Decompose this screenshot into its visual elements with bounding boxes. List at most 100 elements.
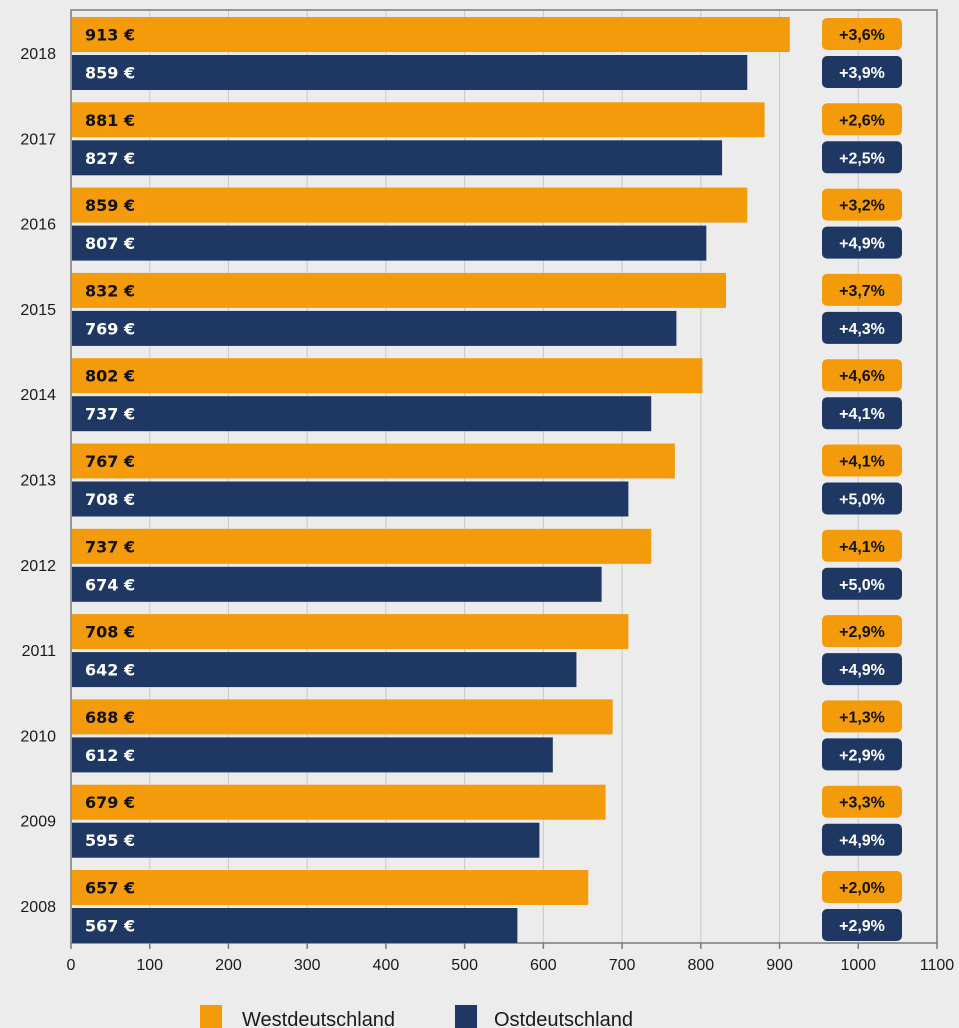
bar-value-label: 688 € bbox=[85, 708, 135, 727]
bar-value-label: 612 € bbox=[85, 746, 135, 765]
change-badge-east bbox=[822, 311, 902, 344]
change-label: +2,9% bbox=[839, 747, 885, 764]
change-badge-west bbox=[822, 871, 902, 903]
bar-east bbox=[72, 396, 652, 432]
change-label: +2,9% bbox=[839, 624, 885, 641]
x-tick-label: 200 bbox=[215, 957, 242, 974]
x-tick-label: 700 bbox=[609, 957, 636, 974]
x-tick-label: 100 bbox=[136, 957, 163, 974]
change-label: +4,1% bbox=[839, 539, 885, 556]
legend-label: Westdeutschland bbox=[242, 1009, 395, 1028]
change-label: +5,0% bbox=[839, 577, 885, 594]
bar-value-label: 859 € bbox=[85, 196, 135, 215]
change-label: +2,6% bbox=[839, 112, 885, 129]
x-tick-label: 0 bbox=[67, 957, 76, 974]
bar-west bbox=[72, 699, 613, 735]
bar-west bbox=[72, 784, 606, 820]
y-category-label: 2017 bbox=[20, 131, 56, 148]
change-badge-west bbox=[822, 785, 902, 818]
change-label: +3,3% bbox=[839, 795, 885, 812]
bar-east bbox=[72, 140, 723, 176]
change-badge-east bbox=[822, 482, 902, 515]
x-tick-label: 900 bbox=[766, 957, 793, 974]
bar-east bbox=[72, 55, 748, 90]
change-label: +4,1% bbox=[839, 406, 885, 423]
bar-east bbox=[72, 652, 577, 688]
bar-value-label: 657 € bbox=[85, 879, 135, 898]
x-tick-label: 500 bbox=[451, 957, 478, 974]
y-category-label: 2013 bbox=[20, 473, 56, 490]
bar-west bbox=[72, 614, 629, 650]
bar-value-label: 767 € bbox=[85, 452, 135, 471]
y-category-label: 2018 bbox=[20, 46, 56, 63]
bar-value-label: 802 € bbox=[85, 367, 135, 386]
change-label: +4,3% bbox=[839, 321, 885, 338]
bar-east bbox=[72, 822, 540, 858]
bar-value-label: 769 € bbox=[85, 319, 135, 338]
bar-value-label: 913 € bbox=[85, 26, 135, 45]
x-tick-label: 300 bbox=[294, 957, 321, 974]
bar-east bbox=[72, 225, 707, 261]
bar-value-label: 642 € bbox=[85, 661, 135, 680]
change-badge-east bbox=[822, 397, 902, 430]
y-category-label: 2008 bbox=[20, 899, 56, 916]
x-tick-label: 800 bbox=[687, 957, 714, 974]
y-category-label: 2016 bbox=[20, 217, 56, 234]
change-label: +4,9% bbox=[839, 662, 885, 679]
change-badge-east bbox=[822, 823, 902, 856]
change-badge-east bbox=[822, 141, 902, 174]
bar-value-label: 832 € bbox=[85, 281, 135, 300]
change-label: +3,9% bbox=[839, 65, 885, 82]
y-category-label: 2014 bbox=[20, 387, 56, 404]
bar-west bbox=[72, 272, 727, 308]
change-label: +2,5% bbox=[839, 150, 885, 167]
x-tick-label: 400 bbox=[373, 957, 400, 974]
bar-east bbox=[72, 310, 677, 346]
change-label: +4,9% bbox=[839, 833, 885, 850]
bar-west bbox=[72, 528, 652, 564]
change-label: +4,6% bbox=[839, 368, 885, 385]
change-badge-west bbox=[822, 188, 902, 221]
legend-swatch bbox=[455, 1005, 477, 1028]
y-category-label: 2009 bbox=[20, 814, 56, 831]
bar-value-label: 807 € bbox=[85, 234, 135, 253]
bar-value-label: 737 € bbox=[85, 537, 135, 556]
change-badge-west bbox=[822, 615, 902, 648]
bar-value-label: 737 € bbox=[85, 405, 135, 424]
bar-value-label: 595 € bbox=[85, 831, 135, 850]
change-badge-west bbox=[822, 359, 902, 392]
change-badge-east bbox=[822, 567, 902, 600]
change-label: +3,2% bbox=[839, 198, 885, 215]
bar-value-label: 881 € bbox=[85, 111, 135, 130]
change-badge-west bbox=[822, 18, 902, 50]
bar-east bbox=[72, 908, 518, 943]
bar-west bbox=[72, 102, 765, 138]
change-badge-east bbox=[822, 56, 902, 88]
y-category-label: 2011 bbox=[22, 643, 57, 660]
bar-west bbox=[72, 870, 589, 905]
change-badge-west bbox=[822, 273, 902, 306]
x-tick-label: 600 bbox=[530, 957, 557, 974]
y-category-label: 2015 bbox=[20, 302, 56, 319]
bar-west bbox=[72, 358, 703, 394]
bar-value-label: 859 € bbox=[85, 64, 135, 83]
change-label: +3,7% bbox=[839, 283, 885, 300]
change-badge-east bbox=[822, 738, 902, 771]
bar-value-label: 674 € bbox=[85, 575, 135, 594]
bar-west bbox=[72, 187, 748, 223]
bar-east bbox=[72, 481, 629, 517]
change-badge-west bbox=[822, 444, 902, 477]
change-label: +1,3% bbox=[839, 709, 885, 726]
change-badge-west bbox=[822, 103, 902, 136]
bar-value-label: 827 € bbox=[85, 149, 135, 168]
bar-east bbox=[72, 566, 602, 602]
bar-value-label: 679 € bbox=[85, 793, 135, 812]
bar-west bbox=[72, 17, 790, 52]
bar-value-label: 567 € bbox=[85, 917, 135, 936]
bar-value-label: 708 € bbox=[85, 623, 135, 642]
y-category-label: 2012 bbox=[20, 558, 56, 575]
change-badge-east bbox=[822, 226, 902, 259]
legend-label: Ostdeutschland bbox=[494, 1009, 633, 1028]
change-badge-east bbox=[822, 909, 902, 941]
